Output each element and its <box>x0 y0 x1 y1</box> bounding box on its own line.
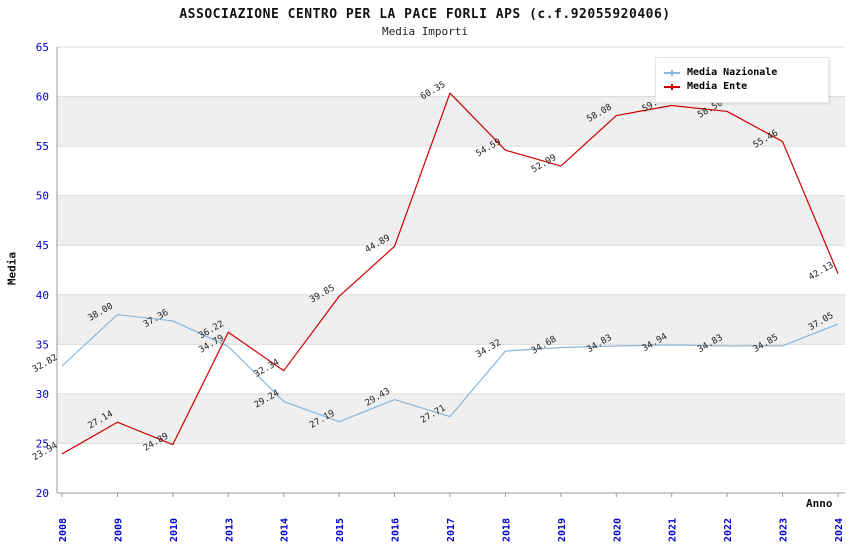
value-label: 32.82 <box>31 353 59 375</box>
y-tick-label: 65 <box>36 41 49 54</box>
gridlines <box>57 46 845 494</box>
x-axis-title: Anno <box>806 497 833 510</box>
series-line-media-ente <box>61 92 839 455</box>
x-tick-label: 2022 <box>723 518 734 542</box>
x-tick-label: 2020 <box>612 518 623 542</box>
x-tick-label: 2016 <box>391 518 402 542</box>
plot-band <box>57 195 845 246</box>
y-tick-label: 50 <box>36 190 49 203</box>
y-tick-label: 30 <box>36 388 49 401</box>
x-tick-label: 2008 <box>58 518 69 542</box>
x-tick-label: 2018 <box>501 518 512 542</box>
chart-title: ASSOCIAZIONE CENTRO PER LA PACE FORLI AP… <box>179 7 671 22</box>
x-tick-label: 2010 <box>169 518 180 542</box>
y-tick-labels: 20 25 30 35 40 45 50 55 60 65 <box>36 41 49 500</box>
value-label: 42.13 <box>807 261 835 283</box>
y-tick-label: 55 <box>36 140 49 153</box>
legend-marker-media-nazionale <box>664 69 680 76</box>
x-tick-label: 2013 <box>224 518 235 542</box>
y-tick-label: 35 <box>36 338 49 351</box>
plot-bands <box>57 96 845 444</box>
series-lines <box>61 92 839 455</box>
x-tick-label: 2015 <box>335 518 346 542</box>
x-tick-label: 2021 <box>668 518 679 542</box>
value-label: 32.34 <box>253 358 281 380</box>
y-tick-label: 60 <box>36 91 49 104</box>
series-line-media-nazionale <box>61 314 839 423</box>
legend-marker-media-ente <box>664 83 680 90</box>
plot-band <box>57 294 845 345</box>
legend-item-media-ente: Media Ente <box>664 81 820 92</box>
chart-subtitle: Media Importi <box>381 25 469 38</box>
x-tick-label: 2017 <box>446 518 457 542</box>
y-tick-label: 45 <box>36 239 49 252</box>
legend: Media Nazionale Media Ente <box>655 57 829 103</box>
value-label: 52.99 <box>530 153 558 175</box>
y-tick-label: 20 <box>36 487 49 500</box>
x-tick-label: 2024 <box>834 518 845 542</box>
x-tick-label: 2009 <box>113 518 124 542</box>
x-tick-label: 2023 <box>779 518 790 542</box>
axis-lines <box>56 47 845 497</box>
legend-label: Media Nazionale <box>687 67 778 78</box>
y-tick-label: 40 <box>36 289 49 302</box>
plot-band <box>57 96 845 147</box>
x-tick-label: 2014 <box>280 518 291 542</box>
x-tick-labels: 2008 2009 2010 2013 2014 2015 2016 2017 2018 2019… <box>58 518 845 542</box>
legend-label: Media Ente <box>687 81 748 92</box>
y-tick-label: 25 <box>36 437 49 450</box>
plot-band <box>57 393 845 444</box>
x-tick-label: 2019 <box>557 518 568 542</box>
legend-item-media-nazionale: Media Nazionale <box>664 67 820 78</box>
